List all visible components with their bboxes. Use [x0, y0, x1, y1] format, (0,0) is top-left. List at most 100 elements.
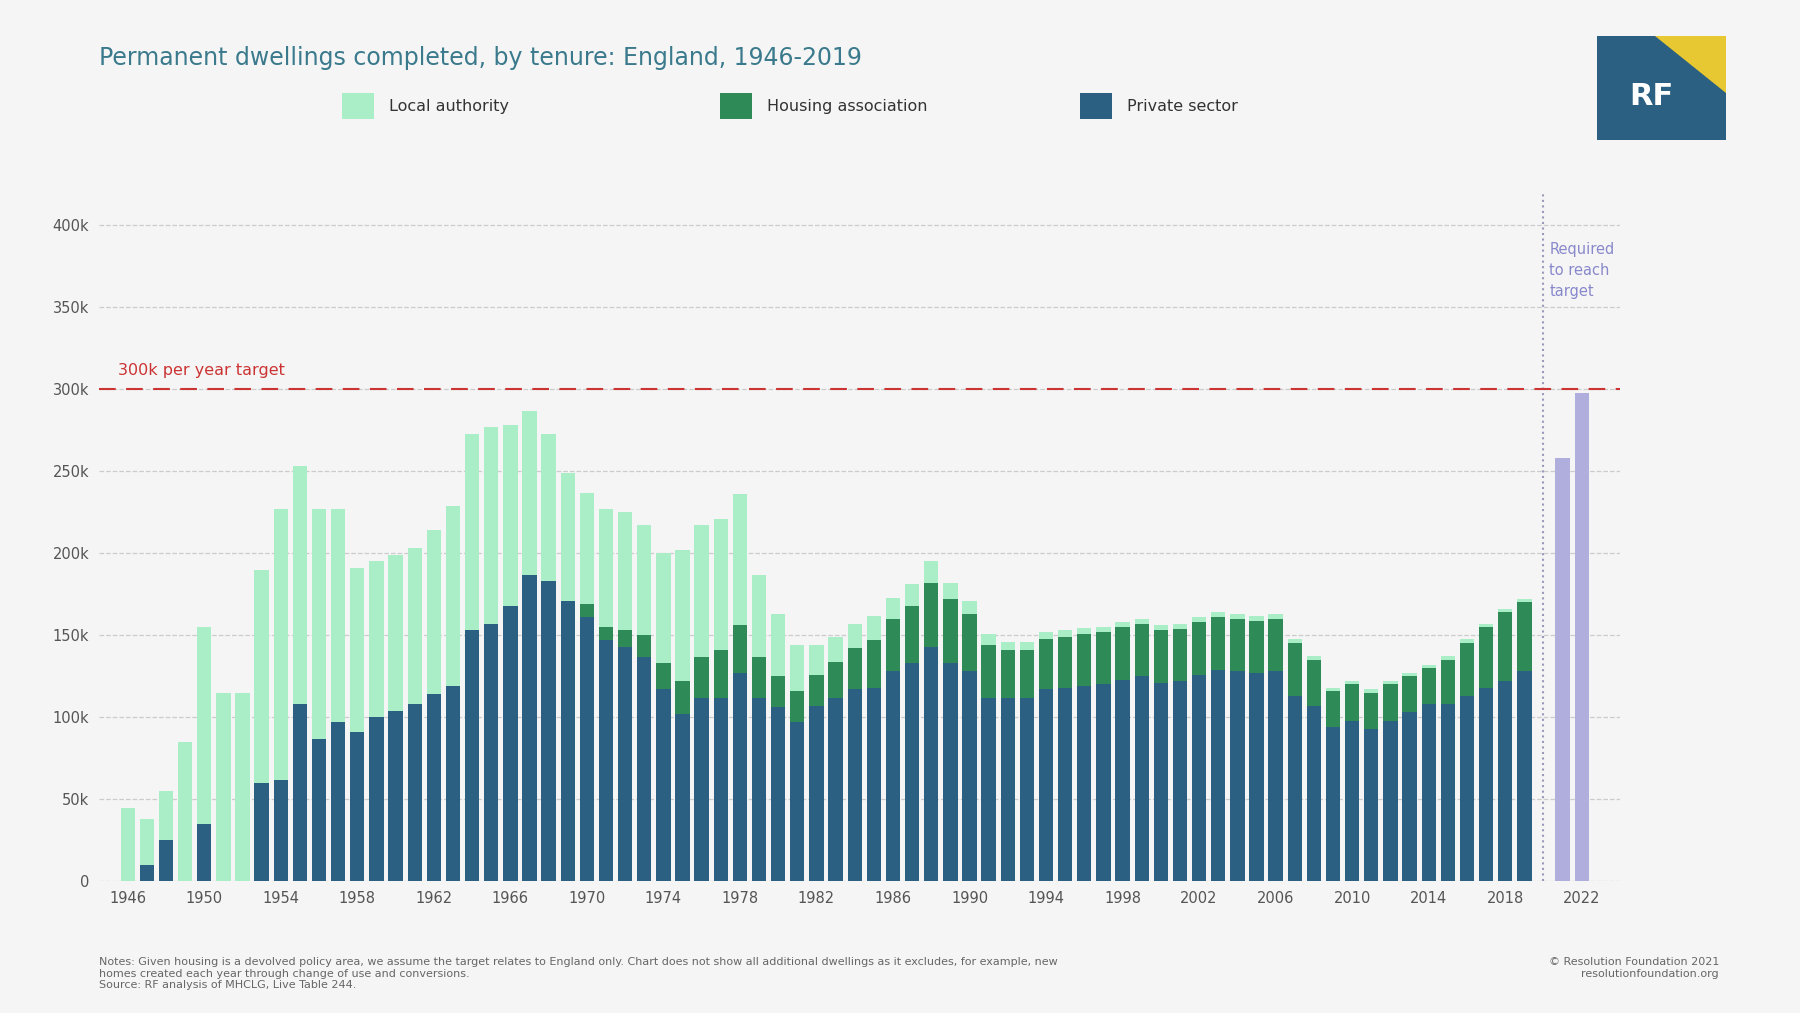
Bar: [446, 686, 461, 881]
Bar: [1345, 685, 1359, 720]
Bar: [1039, 690, 1053, 881]
Bar: [1382, 681, 1397, 685]
Bar: [1440, 704, 1454, 881]
Bar: [1517, 600, 1532, 603]
Bar: [1249, 621, 1264, 673]
Bar: [810, 645, 824, 675]
Bar: [675, 681, 689, 714]
Bar: [770, 614, 785, 677]
Bar: [1192, 675, 1206, 881]
Bar: [1480, 627, 1494, 688]
Bar: [866, 616, 880, 640]
Bar: [140, 865, 155, 881]
Bar: [1116, 627, 1130, 680]
Bar: [637, 526, 652, 635]
Bar: [1422, 704, 1436, 881]
Bar: [713, 698, 727, 881]
Bar: [1269, 619, 1283, 672]
Bar: [580, 604, 594, 617]
Bar: [1307, 655, 1321, 659]
Bar: [1480, 624, 1494, 627]
Bar: [886, 672, 900, 881]
Bar: [158, 841, 173, 881]
Bar: [121, 807, 135, 881]
Bar: [1440, 655, 1454, 659]
Bar: [196, 627, 211, 824]
Bar: [599, 627, 614, 640]
Bar: [1211, 617, 1226, 670]
Bar: [1211, 670, 1226, 881]
Bar: [311, 738, 326, 881]
Bar: [1058, 630, 1073, 637]
Text: Notes: Given housing is a devolved policy area, we assume the target relates to : Notes: Given housing is a devolved polic…: [99, 957, 1058, 991]
Bar: [1229, 672, 1244, 881]
Bar: [1058, 688, 1073, 881]
Bar: [1249, 673, 1264, 881]
Bar: [1192, 617, 1206, 622]
Bar: [542, 581, 556, 881]
Bar: [713, 650, 727, 698]
Bar: [293, 466, 308, 704]
Bar: [1382, 720, 1397, 881]
Bar: [407, 704, 421, 881]
Bar: [1287, 696, 1301, 881]
Bar: [1364, 693, 1379, 728]
Bar: [981, 698, 995, 881]
Bar: [1460, 639, 1474, 643]
Bar: [1517, 672, 1532, 881]
Bar: [216, 693, 230, 881]
Bar: [790, 645, 805, 691]
Bar: [1039, 638, 1053, 690]
Bar: [1174, 681, 1188, 881]
Bar: [464, 434, 479, 630]
Bar: [1134, 624, 1148, 677]
Bar: [599, 640, 614, 881]
Bar: [1154, 625, 1168, 630]
Bar: [1327, 727, 1341, 881]
Bar: [1211, 612, 1226, 617]
Bar: [1021, 650, 1033, 698]
Text: Private sector: Private sector: [1127, 99, 1238, 113]
Text: RF: RF: [1629, 82, 1674, 110]
Bar: [504, 425, 518, 606]
Bar: [810, 706, 824, 881]
Bar: [140, 819, 155, 865]
Bar: [1192, 622, 1206, 675]
Text: Required
to reach
target: Required to reach target: [1550, 242, 1615, 299]
Bar: [1498, 609, 1512, 612]
Bar: [1039, 632, 1053, 638]
Bar: [675, 714, 689, 881]
Bar: [560, 601, 574, 881]
Bar: [446, 505, 461, 686]
Bar: [1021, 698, 1033, 881]
Bar: [1229, 619, 1244, 672]
Bar: [675, 550, 689, 681]
Bar: [617, 513, 632, 630]
Bar: [254, 569, 268, 783]
Text: Housing association: Housing association: [767, 99, 927, 113]
Bar: [331, 722, 346, 881]
Bar: [158, 791, 173, 841]
Bar: [886, 619, 900, 672]
Bar: [828, 661, 842, 698]
Bar: [1327, 688, 1341, 691]
Bar: [254, 783, 268, 881]
Bar: [1249, 616, 1264, 621]
Bar: [1287, 639, 1301, 643]
Bar: [1174, 629, 1188, 681]
Bar: [407, 548, 421, 704]
Bar: [657, 664, 671, 690]
Bar: [790, 691, 805, 722]
Bar: [1116, 622, 1130, 627]
Bar: [1422, 665, 1436, 669]
Bar: [1460, 643, 1474, 696]
Bar: [178, 742, 193, 881]
Text: Local authority: Local authority: [389, 99, 509, 113]
Bar: [905, 585, 920, 606]
Bar: [752, 698, 767, 881]
Bar: [236, 693, 250, 881]
Bar: [752, 574, 767, 656]
Bar: [389, 555, 403, 711]
Bar: [657, 690, 671, 881]
Bar: [560, 473, 574, 601]
